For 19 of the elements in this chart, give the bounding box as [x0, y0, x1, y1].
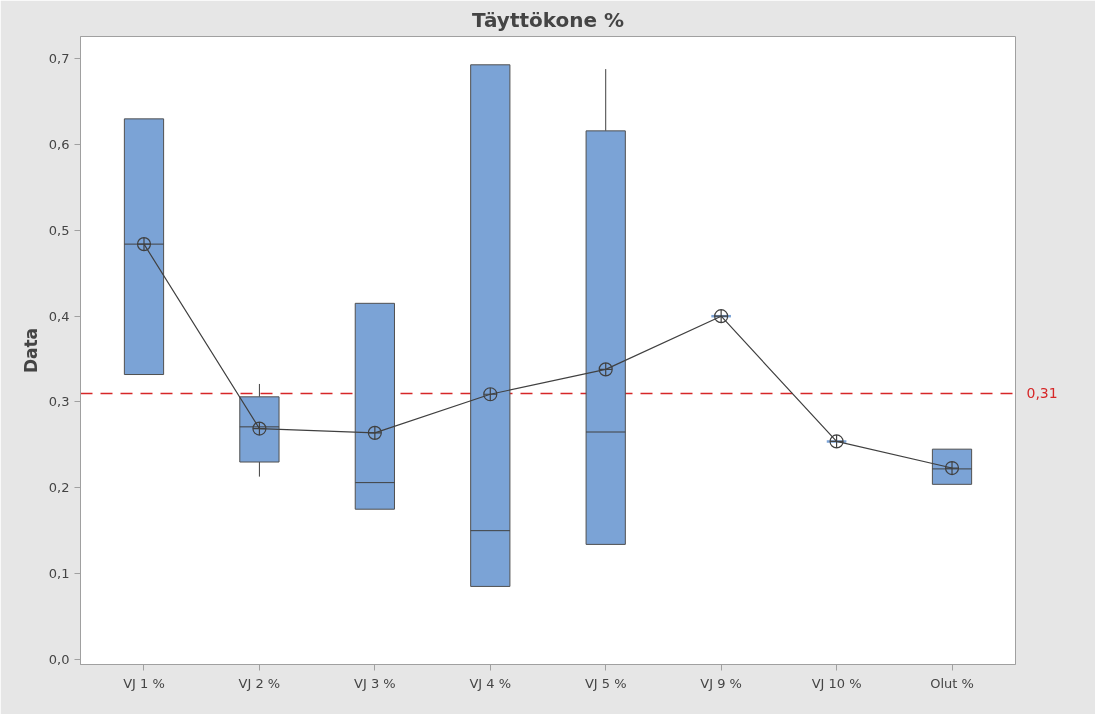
x-tick-label: VJ 1 % — [123, 675, 165, 691]
x-tick-label: Olut % — [930, 675, 974, 691]
y-tick-label: 0,1 — [48, 566, 70, 582]
y-tick-label: 0,7 — [48, 51, 70, 67]
y-tick-label: 0,5 — [48, 222, 70, 238]
ref-line-label: 0,31 — [1026, 385, 1058, 402]
y-tick-label: 0,4 — [48, 308, 70, 324]
y-tick-label: 0,6 — [48, 137, 70, 153]
y-tick-label: 0,2 — [48, 480, 70, 496]
y-axis-title: Data — [20, 327, 41, 374]
x-tick-label: VJ 10 % — [811, 675, 862, 691]
x-tick-label: VJ 3 % — [354, 675, 396, 691]
x-tick-label: VJ 2 % — [238, 675, 281, 691]
x-tick-label: VJ 9 % — [700, 675, 742, 691]
y-tick-label: 0,3 — [48, 394, 70, 410]
x-tick-label: VJ 5 % — [584, 675, 627, 691]
chart-title: Täyttökone % — [471, 7, 625, 32]
y-tick-label: 0,0 — [48, 651, 70, 667]
x-tick-label: VJ 4 % — [469, 675, 512, 691]
